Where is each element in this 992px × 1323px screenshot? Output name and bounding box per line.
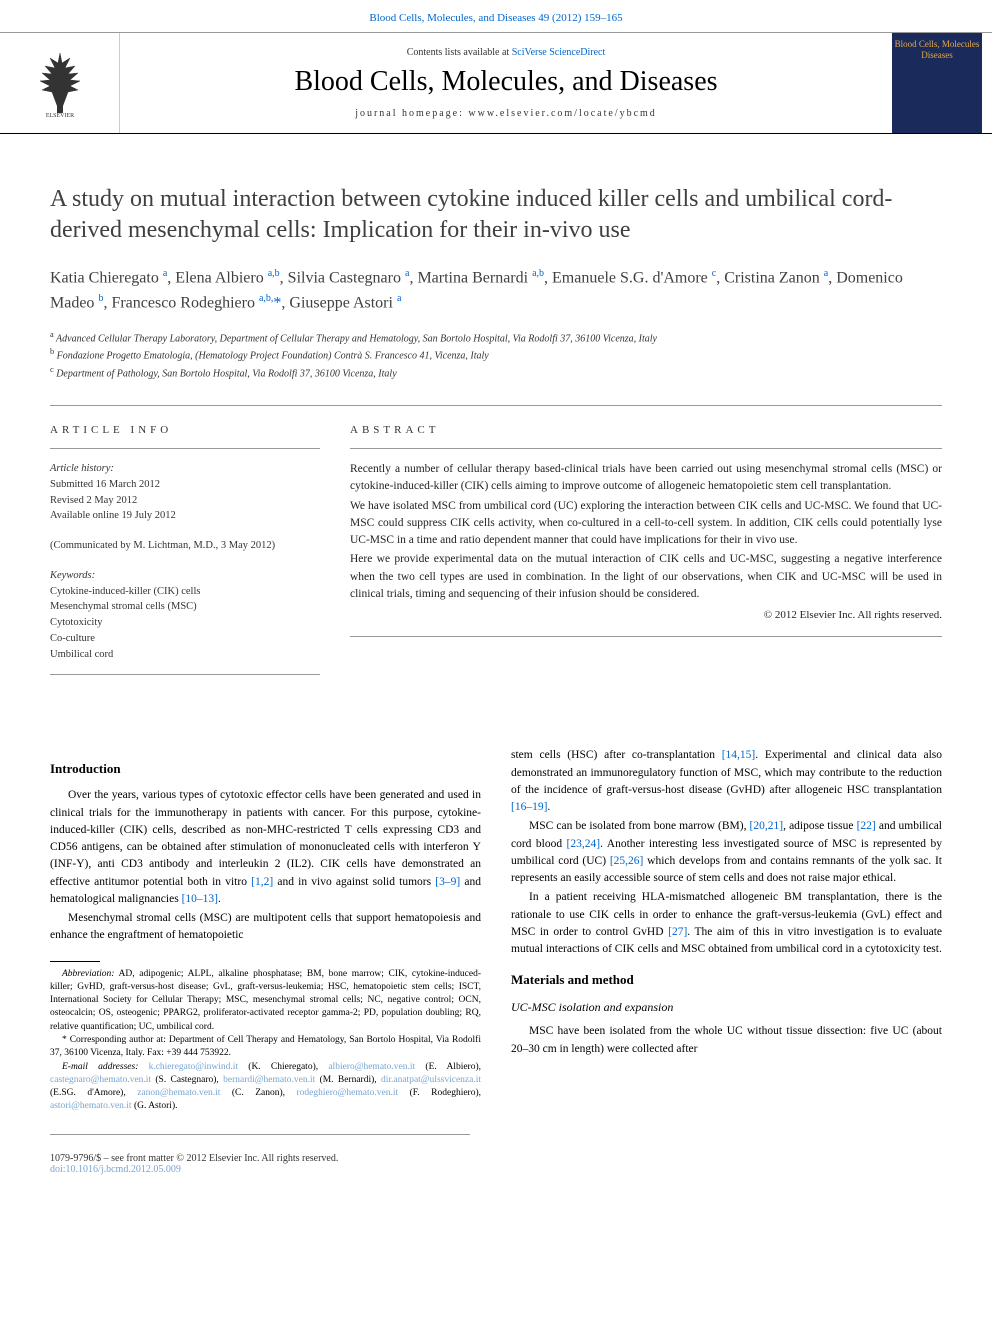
body-col-left: Introduction Over the years, various typ…: [50, 747, 481, 1114]
page-footer: 1079-9796/$ – see front matter © 2012 El…: [0, 1137, 992, 1195]
header-citation: Blood Cells, Molecules, and Diseases 49 …: [0, 0, 992, 32]
author-list: Katia Chieregato a, Elena Albiero a,b, S…: [50, 266, 942, 315]
intro-heading: Introduction: [50, 761, 481, 777]
svg-text:ELSEVIER: ELSEVIER: [45, 113, 73, 118]
keyword-item: Umbilical cord: [50, 647, 320, 663]
abstract-heading: abstract: [350, 424, 942, 436]
info-abstract-row: article info Article history: Submitted …: [50, 405, 942, 687]
elsevier-tree-icon: ELSEVIER: [30, 48, 90, 118]
journal-cover-thumb: Blood Cells, Molecules Diseases: [892, 33, 982, 133]
affiliation-line: b Fondazione Progetto Ematologia, (Hemat…: [50, 346, 942, 363]
ref-link[interactable]: [27]: [668, 926, 687, 938]
materials-text: MSC have been isolated from the whole UC…: [511, 1023, 942, 1058]
keyword-item: Cytotoxicity: [50, 615, 320, 631]
affiliation-line: a Advanced Cellular Therapy Laboratory, …: [50, 329, 942, 346]
journal-name: Blood Cells, Molecules, and Diseases: [120, 66, 892, 98]
contents-line: Contents lists available at SciVerse Sci…: [120, 47, 892, 58]
materials-subheading: UC-MSC isolation and expansion: [511, 1000, 942, 1015]
email-link[interactable]: castegnaro@hemato.ven.it: [50, 1075, 151, 1085]
ref-link[interactable]: [22]: [857, 820, 876, 832]
doi-link[interactable]: doi:10.1016/j.bcmd.2012.05.009: [50, 1164, 181, 1175]
article-history: Article history: Submitted 16 March 2012…: [50, 461, 320, 524]
email-link[interactable]: k.chieregato@inwind.it: [149, 1062, 238, 1072]
sciencedirect-link[interactable]: SciVerse ScienceDirect: [512, 47, 606, 58]
elsevier-logo: ELSEVIER: [0, 33, 120, 133]
ref-link[interactable]: [3–9]: [435, 876, 460, 888]
ref-link[interactable]: [10–13]: [182, 893, 218, 905]
email-link[interactable]: astori@hemato.ven.it: [50, 1101, 132, 1111]
keyword-item: Co-culture: [50, 631, 320, 647]
ref-link[interactable]: [25,26]: [610, 855, 644, 867]
email-link[interactable]: dir.anatpat@ulssvicenza.it: [381, 1075, 481, 1085]
journal-homepage: journal homepage: www.elsevier.com/locat…: [120, 108, 892, 119]
article-info-heading: article info: [50, 424, 320, 436]
article-title: A study on mutual interaction between cy…: [50, 184, 942, 246]
footnote-separator: [50, 961, 100, 962]
email-link[interactable]: zanon@hemato.ven.it: [137, 1088, 220, 1098]
body-columns: Introduction Over the years, various typ…: [0, 747, 992, 1114]
materials-heading: Materials and method: [511, 972, 942, 988]
ref-link[interactable]: [23,24]: [567, 838, 601, 850]
ref-link[interactable]: [14,15]: [722, 749, 756, 761]
front-matter-line: 1079-9796/$ – see front matter © 2012 El…: [50, 1153, 942, 1164]
abstract-copyright: © 2012 Elsevier Inc. All rights reserved…: [350, 607, 942, 624]
intro-text: Over the years, various types of cytotox…: [50, 787, 481, 944]
ref-link[interactable]: [16–19]: [511, 801, 547, 813]
footnotes: Abbreviation: AD, adipogenic; ALPL, alka…: [50, 968, 481, 1114]
masthead-center: Contents lists available at SciVerse Sci…: [120, 37, 892, 129]
email-link[interactable]: bernardi@hemato.ven.it: [223, 1075, 315, 1085]
footer-separator: [50, 1134, 470, 1135]
ref-link[interactable]: [1,2]: [251, 876, 273, 888]
journal-cover-text: Blood Cells, Molecules Diseases: [892, 39, 982, 61]
masthead: ELSEVIER Contents lists available at Sci…: [0, 32, 992, 134]
keyword-item: Cytokine-induced-killer (CIK) cells: [50, 584, 320, 600]
keyword-item: Mesenchymal stromal cells (MSC): [50, 599, 320, 615]
article-header: A study on mutual interaction between cy…: [0, 134, 992, 747]
affiliation-line: c Department of Pathology, San Bortolo H…: [50, 364, 942, 381]
abstract-text: Recently a number of cellular therapy ba…: [350, 461, 942, 624]
col2-text: stem cells (HSC) after co-transplantatio…: [511, 747, 942, 958]
email-link[interactable]: albiero@hemato.ven.it: [328, 1062, 415, 1072]
abstract-col: abstract Recently a number of cellular t…: [350, 424, 942, 687]
citation-link[interactable]: Blood Cells, Molecules, and Diseases 49 …: [369, 12, 622, 24]
article-info-col: article info Article history: Submitted …: [50, 424, 320, 687]
keywords-block: Keywords: Cytokine-induced-killer (CIK) …: [50, 568, 320, 663]
email-link[interactable]: rodeghiero@hemato.ven.it: [297, 1088, 399, 1098]
ref-link[interactable]: [20,21]: [750, 820, 784, 832]
affiliations: a Advanced Cellular Therapy Laboratory, …: [50, 329, 942, 381]
body-col-right: stem cells (HSC) after co-transplantatio…: [511, 747, 942, 1114]
communicated-by: (Communicated by M. Lichtman, M.D., 3 Ma…: [50, 538, 320, 554]
